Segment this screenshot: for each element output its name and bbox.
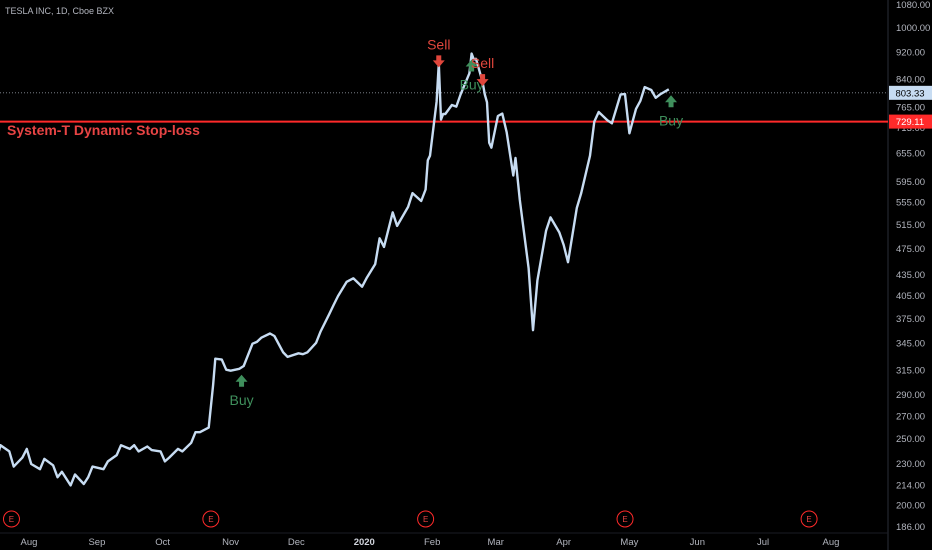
earnings-badge-icon — [417, 510, 435, 528]
earnings-badge-icon — [2, 510, 20, 528]
symbol-title: TESLA INC, 1D, Cboe BZX — [5, 6, 115, 16]
buy-arrow-icon — [235, 374, 248, 387]
current-price-value: 803.33 — [895, 88, 924, 99]
x-tick-label: Sep — [88, 537, 105, 548]
x-tick-label: Dec — [288, 537, 305, 548]
x-tick-label: Jun — [690, 537, 705, 548]
buy-signal-label: Buy — [229, 392, 253, 408]
y-tick-label: 435.00 — [896, 270, 925, 281]
buy-arrow-icon — [465, 59, 478, 72]
y-tick-label: 840.00 — [896, 75, 925, 86]
x-tick-label: Nov — [222, 537, 239, 548]
y-tick-label: 186.00 — [896, 522, 925, 533]
sell-signal-label: Sell — [471, 55, 494, 71]
x-tick-label: 2020 — [354, 537, 375, 548]
earnings-badge-icon — [202, 510, 220, 528]
y-tick-label: 1000.00 — [896, 23, 930, 34]
sell-signal-label: Sell — [427, 36, 450, 52]
y-tick-label: 920.00 — [896, 48, 925, 59]
price-series-line — [0, 52, 670, 487]
buy-signal-label: Buy — [659, 112, 683, 128]
sell-arrow-icon — [476, 74, 489, 87]
earnings-badge-label: E — [208, 515, 213, 524]
earnings-badge-label: E — [806, 515, 811, 524]
current-price-badge — [889, 85, 932, 100]
y-tick-label: 1080.00 — [896, 0, 930, 11]
y-tick-label: 515.00 — [896, 220, 925, 231]
x-tick-label: Aug — [21, 537, 38, 548]
y-tick-label: 595.00 — [896, 177, 925, 188]
earnings-badge-label: E — [9, 515, 14, 524]
y-tick-label: 765.00 — [896, 102, 925, 113]
y-tick-label: 315.00 — [896, 366, 925, 377]
earnings-badge-label: E — [423, 515, 428, 524]
y-tick-label: 250.00 — [896, 434, 925, 445]
stop-loss-label: System-T Dynamic Stop-loss — [7, 122, 200, 138]
buy-signal-label: Buy — [460, 77, 484, 93]
x-tick-label: Mar — [488, 537, 504, 548]
y-tick-label: 270.00 — [896, 411, 925, 422]
x-tick-label: Aug — [823, 537, 840, 548]
y-tick-label: 405.00 — [896, 291, 925, 302]
sell-arrow-icon — [432, 55, 445, 68]
y-tick-label: 230.00 — [896, 459, 925, 470]
y-tick-label: 375.00 — [896, 314, 925, 325]
earnings-badge-label: E — [622, 515, 627, 524]
x-tick-label: May — [620, 537, 638, 548]
x-tick-label: Jul — [757, 537, 769, 548]
y-tick-label: 290.00 — [896, 390, 925, 401]
buy-arrow-icon — [665, 95, 678, 108]
x-tick-label: Oct — [155, 537, 170, 548]
y-tick-label: 214.00 — [896, 480, 925, 491]
stop-loss-badge — [889, 114, 932, 129]
y-tick-label: 200.00 — [896, 500, 925, 511]
y-tick-label: 475.00 — [896, 244, 925, 255]
y-tick-label: 345.00 — [896, 339, 925, 350]
x-tick-label: Apr — [556, 537, 571, 548]
y-tick-label: 555.00 — [896, 198, 925, 209]
x-tick-label: Feb — [424, 537, 440, 548]
stop-loss-value: 729.11 — [896, 117, 924, 128]
earnings-badge-icon — [616, 510, 634, 528]
y-tick-label: 655.00 — [896, 148, 925, 159]
y-tick-label: 713.00 — [896, 123, 925, 134]
earnings-badge-icon — [800, 510, 818, 528]
